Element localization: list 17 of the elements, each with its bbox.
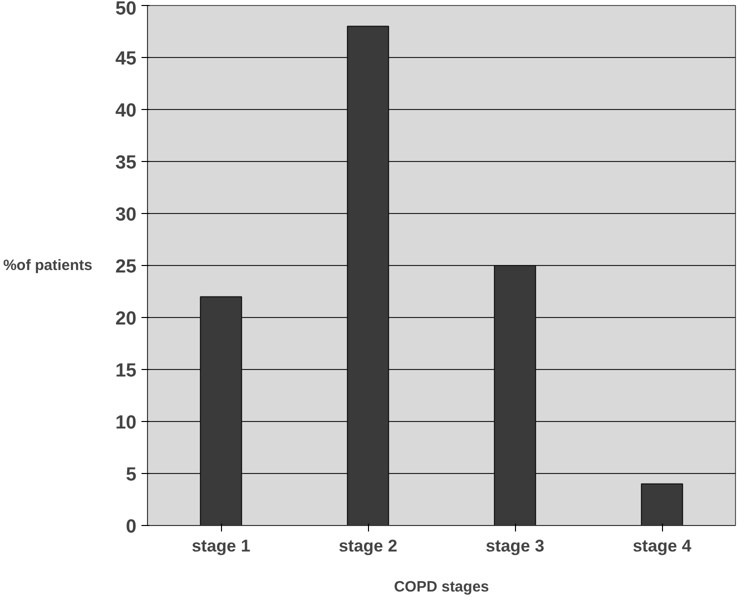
y-tick-label: 20	[115, 308, 137, 330]
y-tick-label: 35	[115, 152, 137, 174]
x-tick-label: stage 4	[632, 536, 692, 556]
x-tick-label: stage 1	[192, 536, 250, 556]
x-tick-label: stage 3	[486, 536, 544, 556]
x-tick-label: stage 2	[338, 536, 398, 556]
y-tick-label: 5	[126, 464, 137, 486]
y-tick-label: 15	[115, 360, 137, 382]
y-tick-label: 45	[115, 48, 137, 70]
y-tick-label: 0	[126, 516, 137, 538]
y-axis-title: %of patients	[3, 257, 92, 274]
y-tick-label: 25	[115, 256, 137, 278]
y-tick-label: 40	[115, 100, 137, 122]
y-tick-label: 30	[115, 204, 137, 226]
x-axis-title: COPD stages	[394, 578, 490, 596]
y-tick-label: 10	[115, 412, 137, 434]
y-tick-label: 50	[115, 0, 137, 20]
